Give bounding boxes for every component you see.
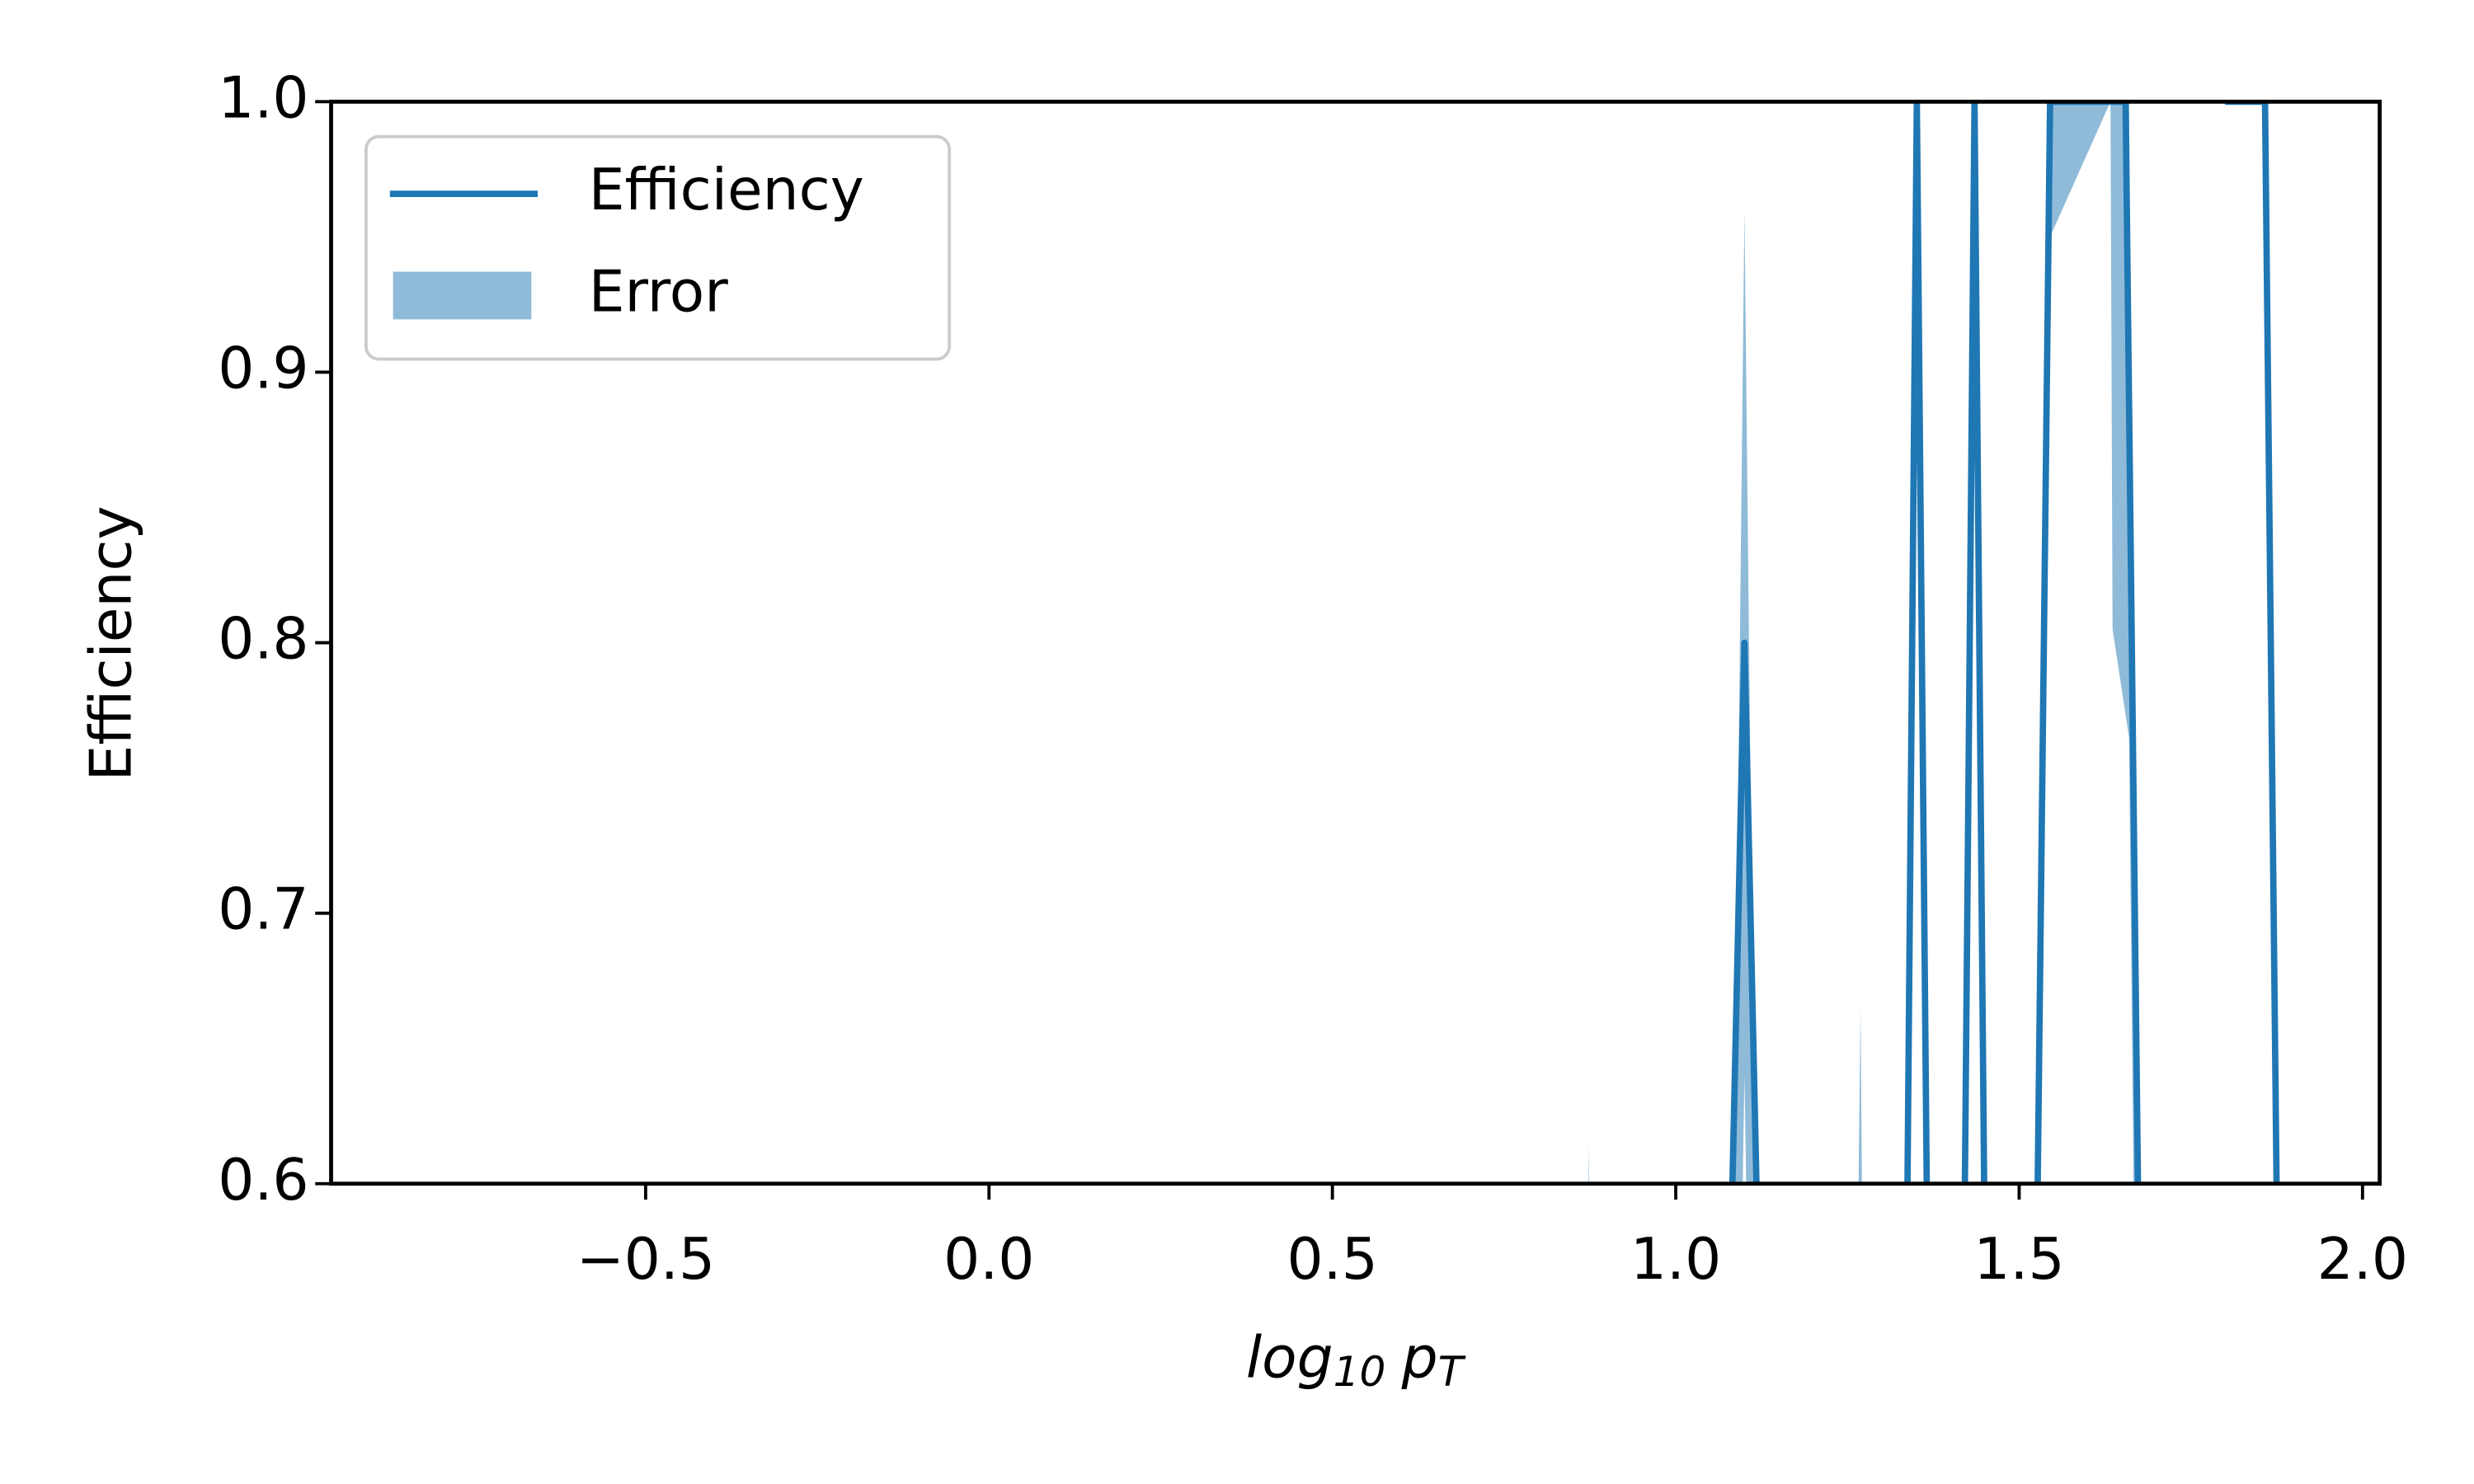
y-axis-label: Efficiency xyxy=(78,505,144,781)
y-tick-label: 0.9 xyxy=(218,336,308,402)
x-tick-label: 0.5 xyxy=(1287,1227,1378,1293)
y-tick-label: 0.7 xyxy=(218,877,308,943)
x-label-part: log xyxy=(1246,1326,1333,1392)
x-tick-label: 2.0 xyxy=(2317,1227,2408,1293)
legend-swatch xyxy=(393,271,532,320)
x-axis-label: log10 pT xyxy=(1246,1326,1466,1396)
y-tick-label: 1.0 xyxy=(218,65,308,131)
x-tick-label: 0.0 xyxy=(943,1227,1034,1293)
legend: Efficiency Error xyxy=(364,134,952,361)
x-tick-label: 1.0 xyxy=(1630,1227,1721,1293)
y-tick-label: 0.8 xyxy=(218,607,308,673)
legend-label: Efficiency xyxy=(589,157,864,223)
x-label-part: 10 xyxy=(1333,1347,1386,1396)
x-label-part: p xyxy=(1401,1326,1438,1392)
x-label-part: T xyxy=(1438,1347,1466,1396)
y-tick-label: 0.6 xyxy=(218,1148,308,1214)
x-tick-label: −0.5 xyxy=(576,1227,715,1293)
legend-label: Error xyxy=(589,259,729,325)
x-tick-label: 1.5 xyxy=(1973,1227,2064,1293)
